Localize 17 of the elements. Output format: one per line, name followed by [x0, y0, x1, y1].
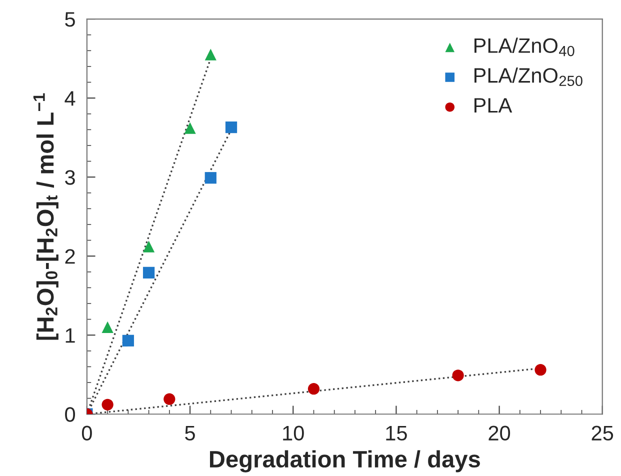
- y-tick-label: 1: [66, 328, 75, 343]
- x-tick-label: 5: [185, 426, 195, 441]
- legend-label: PLA: [474, 98, 512, 113]
- x-tick-label: 10: [283, 426, 304, 441]
- y-tick-label: 5: [65, 12, 75, 27]
- legend-label: PLA/ZnO$_{250}$: [474, 68, 582, 86]
- text: [H$_{2}$O]$_{0}$-[H$_{2}$O]$_{t}$ / mol L$^{−1}$: [33, 93, 58, 340]
- y-tick-label: 2: [65, 249, 75, 264]
- x-tick-label: 25: [592, 426, 614, 441]
- x-tick-label: 20: [488, 426, 510, 441]
- y-tick-label: 0: [65, 407, 76, 422]
- x-axis-title: Degradation Time / days: [210, 450, 480, 472]
- legend-label: PLA/ZnO$_{40}$: [474, 38, 574, 56]
- y-tick-label: 4: [64, 91, 76, 106]
- y-tick-label: 3: [65, 170, 75, 185]
- x-tick-label: 0: [82, 426, 92, 441]
- x-tick-label: 15: [386, 426, 407, 441]
